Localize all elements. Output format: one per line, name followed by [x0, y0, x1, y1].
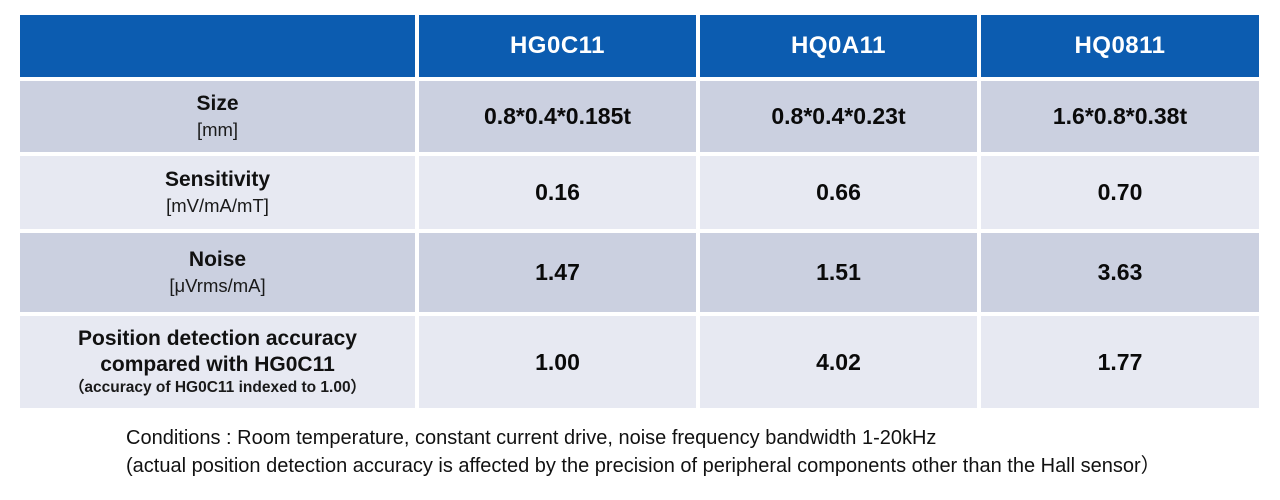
- column-header-hq0811: HQ0811: [981, 15, 1259, 77]
- cell-position-accuracy-hq0811: 1.77: [981, 316, 1259, 408]
- row-label-sensitivity-unit: [mV/mA/mT]: [166, 195, 269, 217]
- conditions-line-2: (actual position detection accuracy is a…: [126, 455, 1161, 477]
- row-label-sensitivity: Sensitivity [mV/mA/mT]: [20, 156, 415, 229]
- row-label-position-accuracy-note: （accuracy of HG0C11 indexed to 1.00）: [68, 379, 367, 397]
- table-corner-cell: [20, 15, 415, 77]
- cell-position-accuracy-hq0a11: 4.02: [700, 316, 977, 408]
- row-label-size: Size [mm]: [20, 81, 415, 152]
- column-header-hg0c11: HG0C11: [419, 15, 696, 77]
- cell-sensitivity-hq0a11: 0.66: [700, 156, 977, 229]
- row-label-sensitivity-title: Sensitivity: [164, 168, 271, 192]
- row-label-noise-unit: [μVrms/mA]: [169, 275, 266, 297]
- cell-size-hq0811: 1.6*0.8*0.38t: [981, 81, 1259, 152]
- row-label-noise-title: Noise: [188, 248, 247, 272]
- cell-sensitivity-hq0811: 0.70: [981, 156, 1259, 229]
- row-label-position-accuracy-line1: Position detection accuracy: [78, 326, 357, 350]
- row-label-size-unit: [mm]: [196, 119, 239, 141]
- conditions-note: Conditions : Room temperature, constant …: [126, 424, 1161, 480]
- row-label-position-accuracy: Position detection accuracy compared wit…: [20, 316, 415, 408]
- cell-sensitivity-hg0c11: 0.16: [419, 156, 696, 229]
- cell-size-hg0c11: 0.8*0.4*0.185t: [419, 81, 696, 152]
- row-label-size-title: Size: [196, 92, 239, 116]
- cell-noise-hq0811: 3.63: [981, 233, 1259, 312]
- cell-noise-hq0a11: 1.51: [700, 233, 977, 312]
- cell-position-accuracy-hg0c11: 1.00: [419, 316, 696, 408]
- cell-noise-hg0c11: 1.47: [419, 233, 696, 312]
- conditions-line-1: Conditions : Room temperature, constant …: [126, 427, 937, 449]
- sensor-comparison-table: HG0C11 HQ0A11 HQ0811 Size [mm] 0.8*0.4*0…: [20, 15, 1260, 408]
- row-label-position-accuracy-line2: compared with HG0C11: [100, 352, 335, 376]
- row-label-noise: Noise [μVrms/mA]: [20, 233, 415, 312]
- cell-size-hq0a11: 0.8*0.4*0.23t: [700, 81, 977, 152]
- column-header-hq0a11: HQ0A11: [700, 15, 977, 77]
